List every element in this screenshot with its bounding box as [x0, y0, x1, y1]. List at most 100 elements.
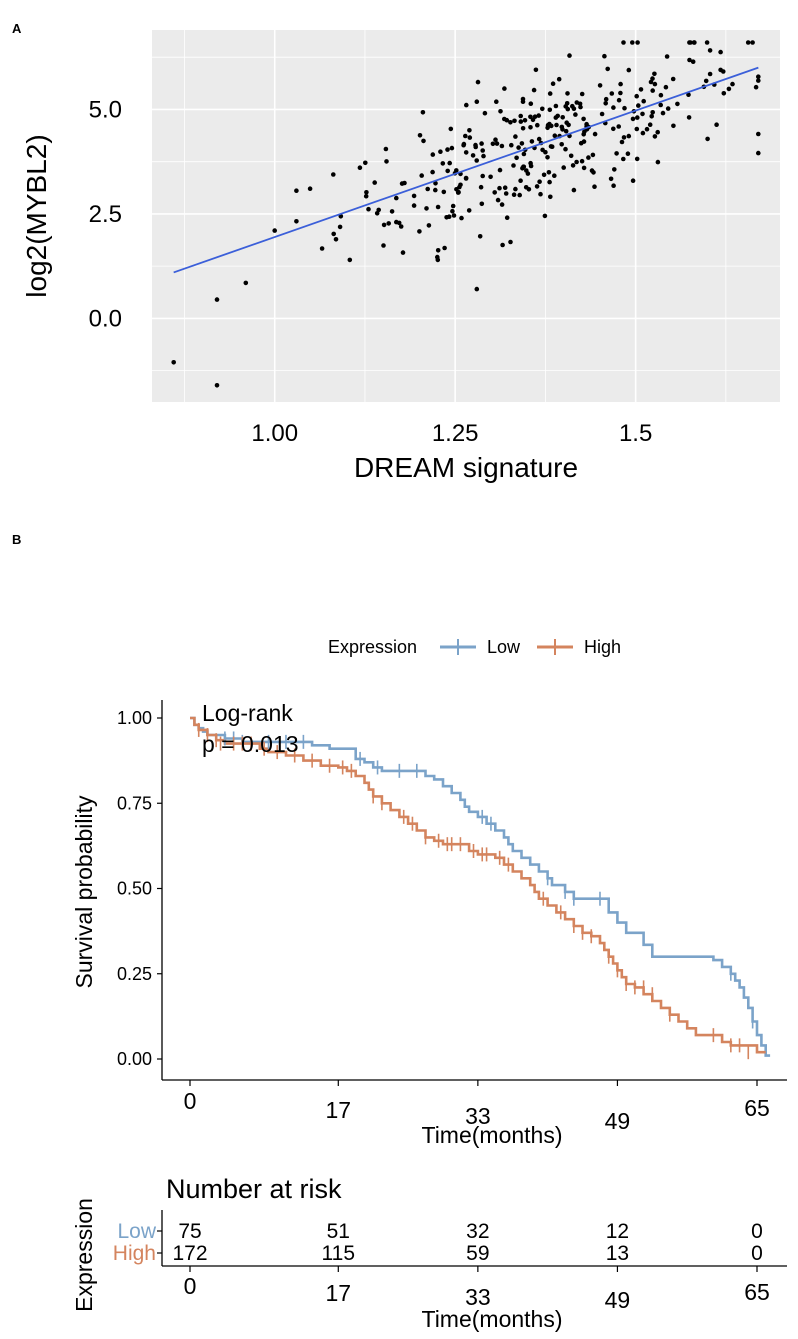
scatter-point — [560, 115, 565, 120]
scatter-point — [319, 246, 325, 251]
scatter-point — [542, 213, 548, 219]
scatter-point — [553, 103, 559, 109]
scatter-point — [357, 165, 363, 170]
scatter-point — [756, 150, 761, 156]
km-y-tick-label: 0.00 — [117, 1049, 152, 1069]
scatter-point — [445, 168, 451, 174]
scatter-point — [675, 101, 680, 107]
scatter-point — [498, 109, 503, 114]
scatter-point — [555, 113, 560, 119]
risk-count: 172 — [172, 1242, 207, 1265]
scatter-point — [589, 168, 595, 173]
scatter-point — [650, 110, 655, 115]
scatter-point — [552, 133, 558, 138]
scatter-x-tick-label: 1.00 — [251, 420, 298, 447]
scatter-point — [626, 133, 632, 139]
scatter-point — [756, 74, 761, 79]
risk-count: 115 — [322, 1242, 355, 1265]
scatter-point — [547, 107, 553, 113]
scatter-point — [438, 149, 443, 154]
scatter-point — [671, 123, 676, 129]
scatter-point — [450, 208, 455, 214]
scatter-point — [647, 122, 653, 127]
scatter-point — [581, 132, 586, 137]
scatter-point — [467, 135, 473, 140]
scatter-point — [381, 222, 387, 228]
scatter-point — [574, 159, 579, 165]
logrank-label: Log-rank — [202, 700, 293, 726]
scatter-point — [520, 126, 526, 131]
scatter-point — [563, 128, 569, 134]
scatter-point — [705, 136, 710, 142]
scatter-point — [521, 164, 526, 169]
scatter-point — [474, 286, 480, 292]
km-curves — [190, 716, 771, 1057]
scatter-point — [619, 139, 625, 145]
scatter-point — [440, 161, 446, 166]
scatter-point — [394, 195, 399, 201]
legend-key-low — [440, 639, 476, 655]
scatter-point — [494, 141, 500, 146]
scatter-point — [508, 239, 513, 245]
scatter-point — [570, 163, 576, 168]
scatter-point — [497, 167, 503, 173]
km-x-tick-label: 33 — [465, 1103, 491, 1129]
scatter-point — [630, 40, 635, 45]
scatter-point — [641, 98, 646, 104]
scatter-point — [547, 121, 552, 127]
scatter-point — [570, 103, 575, 109]
scatter-point — [457, 184, 462, 190]
scatter-point — [383, 146, 389, 152]
scatter-point — [609, 91, 615, 96]
scatter-point — [502, 185, 508, 190]
scatter-point — [592, 184, 597, 189]
scatter-point — [559, 124, 565, 130]
scatter-point — [451, 213, 457, 218]
scatter-point — [372, 180, 378, 185]
scatter-point — [441, 189, 447, 195]
scatter-point — [331, 172, 336, 177]
scatter-point — [494, 99, 499, 104]
scatter-panel: 1.00 1.25 1.5 0.0 2.5 5.0 DREAM signature log… — [21, 30, 780, 483]
risk-row-label-high: High — [113, 1242, 156, 1265]
scatter-point — [756, 131, 761, 137]
risk-count: 0 — [751, 1242, 763, 1265]
scatter-point — [563, 146, 568, 152]
risk-count: 75 — [178, 1220, 201, 1243]
scatter-point — [509, 142, 514, 148]
scatter-point — [707, 48, 713, 53]
scatter-point — [417, 229, 422, 234]
scatter-point — [421, 138, 426, 144]
scatter-point — [586, 155, 591, 160]
risk-x-tick-label: 0 — [184, 1273, 197, 1299]
scatter-point — [567, 53, 572, 58]
scatter-point — [488, 174, 493, 180]
scatter-point — [726, 86, 732, 92]
risk-count: 51 — [327, 1220, 350, 1243]
scatter-point — [433, 187, 438, 193]
scatter-point — [424, 206, 429, 211]
scatter-point — [670, 76, 676, 82]
risk-count: 12 — [606, 1220, 629, 1243]
scatter-point — [419, 173, 425, 178]
scatter-point — [499, 143, 505, 149]
scatter-point — [402, 180, 407, 186]
scatter-point — [417, 133, 423, 138]
scatter-point — [574, 100, 580, 105]
scatter-point — [411, 203, 417, 208]
scatter-point — [520, 99, 526, 104]
scatter-point — [528, 125, 533, 130]
scatter-point — [616, 97, 622, 103]
scatter-point — [581, 116, 586, 122]
scatter-point — [363, 160, 368, 166]
scatter-point — [622, 105, 627, 111]
scatter-point — [545, 155, 550, 160]
scatter-point — [347, 257, 353, 263]
scatter-point — [331, 231, 337, 237]
scatter-y-tick-label: 0.0 — [89, 305, 122, 332]
scatter-point — [638, 87, 644, 92]
scatter-point — [704, 40, 710, 45]
scatter-point — [540, 147, 545, 153]
scatter-point — [635, 40, 640, 45]
